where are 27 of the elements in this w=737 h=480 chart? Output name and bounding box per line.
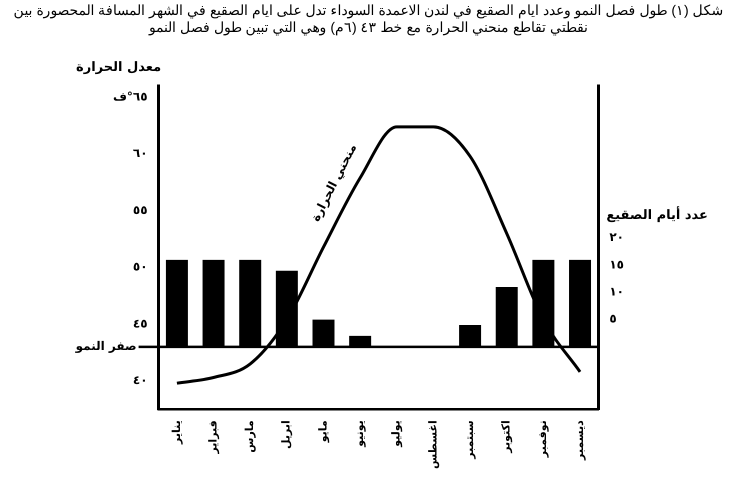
y-tick-label: ٤٠ (132, 373, 148, 388)
y2-axis-title: عدد أيام الصقيع (606, 206, 708, 223)
y-tick-label: ٤٥ (132, 316, 148, 330)
x-tick-label: اكتوبر (500, 420, 513, 454)
x-tick-label: ديسمبر (572, 420, 586, 461)
y-tick-label: ٥٠ (132, 260, 148, 274)
y2-tick-label: ١٠ (609, 284, 624, 299)
x-tick-label: مايو (316, 420, 330, 444)
annotation: منحني الحرارة (308, 142, 360, 224)
x-tick-label: اغسطس (426, 420, 440, 470)
x-tick-label: فبراير (206, 420, 220, 455)
x-tick-label: ابريل (280, 420, 293, 449)
y2-tick-label: ١٥ (609, 257, 624, 272)
ref-line-label: صفر النمو (74, 339, 137, 353)
x-tick-label: يناير (170, 420, 183, 445)
x-tick-label: مارس (243, 420, 256, 453)
x-tick-label: يوليو (390, 420, 403, 448)
chart-title: شكل (١) طول فصل النمو وعدد ايام الصقيع في لندن الاعمدة السوداء تدل على ايام الصقيع في الشهر المسافة المحصورة بين نقطتي تقاطع منحني الحرارة مع خط ٤٣ (٦م) وهي التي تبين طول فصل النمو (12, 2, 725, 36)
y-axis-title: معدل الحرارة (76, 60, 162, 75)
y2-tick-label: ٥ (609, 312, 617, 326)
x-tick-label: يونيو (353, 420, 366, 448)
x-tick-label: نوفمبر (536, 420, 550, 458)
y-tick-label: ٦٠ (132, 146, 148, 160)
x-tick-label: سبتمبر (462, 420, 476, 460)
y-tick-label: ٦٥°ف (112, 89, 148, 104)
y2-tick-label: ٢٠ (609, 230, 624, 244)
y-tick-label: ٥٥ (132, 202, 148, 217)
